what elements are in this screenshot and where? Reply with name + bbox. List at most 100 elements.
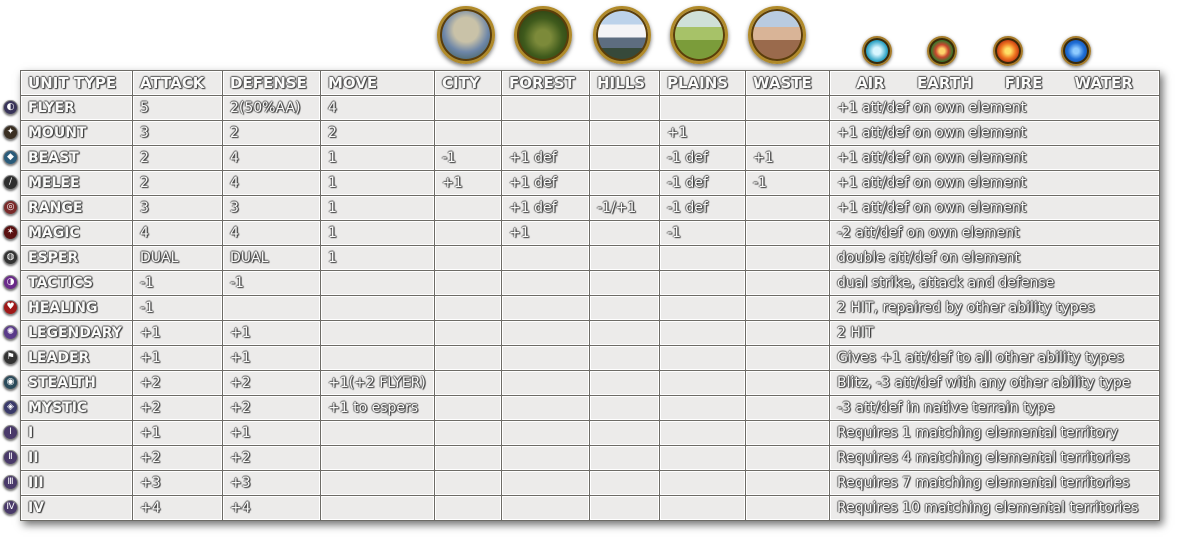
plains-cell: -1 def [659,145,746,171]
attack-cell: +2 [132,370,223,396]
table-row: BEAST 2 4 1 -1 +1 def -1 def +1 +1 att/def on ow… [20,145,1160,171]
legendary-icon: ✺ [3,325,18,340]
move-cell: 1 [320,220,435,246]
waste-cell [745,270,830,296]
attack-cell: 4 [132,220,223,246]
plains-cell [659,245,746,271]
plains-cell [659,95,746,121]
defense-cell: +2 [222,395,321,421]
unit-type-cell: BEAST [20,145,133,171]
forest-cell [501,120,590,146]
defense-cell: +2 [222,370,321,396]
unit-type-cell: LEGENDARY [20,320,133,346]
header-waste: WASTE [745,70,830,96]
city-cell [434,245,502,271]
unit-type-cell: ESPER [20,245,133,271]
forest-cell [501,395,590,421]
move-cell [320,295,435,321]
defense-cell: 4 [222,145,321,171]
forest-cell [501,370,590,396]
element-note-cell: +1 att/def on own element [829,170,1160,196]
move-cell: 2 [320,120,435,146]
city-cell [434,320,502,346]
attack-cell: -1 [132,295,223,321]
move-cell [320,345,435,371]
element-note-cell: -3 att/def in native terrain type [829,395,1160,421]
table-row: III +3 +3 Requires 7 matching elemental ter… [20,470,1160,496]
waste-cell [745,220,830,246]
table-row: MOUNT 3 2 2 +1 +1 att/def on own element [20,120,1160,146]
plains-cell [659,270,746,296]
table-row: TACTICS -1 -1 dual strike, attack and defen… [20,270,1160,296]
header-hills: HILLS [589,70,660,96]
header-fire: FIRE [1004,74,1043,92]
city-icon [437,6,495,64]
hills-cell [589,495,660,521]
city-cell [434,295,502,321]
hills-cell [589,395,660,421]
table-row: MELEE 2 4 1 +1 +1 def -1 def -1 +1 att/def on ow… [20,170,1160,196]
plains-cell [659,495,746,521]
defense-cell: +2 [222,445,321,471]
move-cell [320,270,435,296]
defense-cell: +3 [222,470,321,496]
waste-cell: +1 [745,145,830,171]
city-cell [434,470,502,496]
water-icon [1061,36,1091,66]
plains-cell [659,295,746,321]
city-cell [434,195,502,221]
attack-cell: 5 [132,95,223,121]
city-cell [434,370,502,396]
mount-icon: ✦ [3,125,18,140]
waste-icon [748,6,806,64]
hills-cell [589,270,660,296]
element-note-cell: -2 att/def on own element [829,220,1160,246]
plains-icon [670,6,728,64]
element-note-cell: Requires 10 matching elemental territori… [829,495,1160,521]
hills-cell [589,245,660,271]
attack-cell: 3 [132,195,223,221]
element-note-cell: dual strike, attack and defense [829,270,1160,296]
unit-type-cell: MAGIC [20,220,133,246]
header-unit-type: UNIT TYPE [20,70,133,96]
plains-cell: +1 [659,120,746,146]
plains-cell [659,345,746,371]
defense-cell: -1 [222,270,321,296]
move-cell: 1 [320,170,435,196]
city-cell [434,95,502,121]
rank-4-icon: Ⅳ [3,500,18,515]
forest-cell [501,95,590,121]
header-move: MOVE [320,70,435,96]
plains-cell: -1 def [659,170,746,196]
city-cell [434,445,502,471]
mystic-icon: ◈ [3,400,18,415]
city-cell: -1 [434,145,502,171]
waste-cell [745,445,830,471]
hills-cell [589,145,660,171]
hills-cell [589,295,660,321]
attack-cell: -1 [132,270,223,296]
header-row: UNIT TYPE ATTACK DEFENSE MOVE CITY FORES… [20,70,1160,96]
plains-cell [659,320,746,346]
attack-cell: DUAL [132,245,223,271]
table-row: MYSTIC +2 +2 +1 to espers -3 att/def in nati… [20,395,1160,421]
element-note-cell: Requires 4 matching elemental territorie… [829,445,1160,471]
element-note-cell: 2 HIT [829,320,1160,346]
element-note-cell: Gives +1 att/def to all other ability ty… [829,345,1160,371]
magic-icon: ✶ [3,225,18,240]
forest-cell: +1 def [501,195,590,221]
attack-cell: 2 [132,145,223,171]
waste-cell [745,120,830,146]
hills-cell [589,445,660,471]
flyer-icon: ◐ [3,100,18,115]
plains-cell [659,420,746,446]
plains-cell: -1 def [659,195,746,221]
air-icon [862,36,892,66]
forest-cell [501,245,590,271]
forest-cell [501,345,590,371]
defense-cell: +1 [222,345,321,371]
defense-cell: 2(50%AA) [222,95,321,121]
hills-cell [589,120,660,146]
unit-type-cell: TACTICS [20,270,133,296]
element-note-cell: +1 att/def on own element [829,120,1160,146]
